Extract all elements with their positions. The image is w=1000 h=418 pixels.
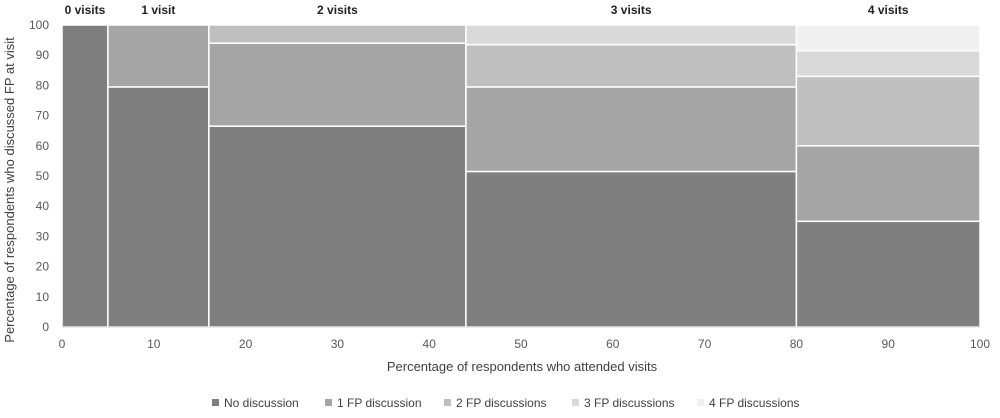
y-tick-label: 30 — [36, 229, 50, 243]
group-label: 2 visits — [317, 3, 358, 17]
y-tick-label: 70 — [36, 109, 50, 123]
mosaic-cell-3-2 — [465, 43, 798, 88]
x-tick-label: 100 — [970, 337, 990, 351]
x-axis: 0 10 20 30 40 50 60 70 80 90 100 — [59, 326, 990, 351]
mosaic-cell-4-2 — [795, 75, 981, 147]
y-axis-title: Percentage of respondents who discussed … — [2, 37, 17, 343]
mosaic-cell-1-1 — [107, 24, 210, 88]
legend-swatch — [444, 399, 451, 406]
y-tick-label: 40 — [36, 199, 50, 213]
mosaic-cell-3-3 — [465, 24, 798, 46]
plot-area — [61, 24, 981, 328]
x-tick-label: 70 — [698, 337, 712, 351]
y-tick-label: 10 — [36, 290, 50, 304]
x-tick-label: 30 — [331, 337, 345, 351]
legend-label: No discussion — [224, 396, 299, 410]
mosaic-cell-4-4 — [795, 24, 981, 52]
y-tick-label: 90 — [36, 48, 50, 62]
group-label: 0 visits — [65, 3, 106, 17]
mosaic-cell-1-0 — [107, 86, 210, 328]
legend-swatch — [697, 399, 704, 406]
legend-label: 4 FP discussions — [709, 396, 800, 410]
y-tick-label: 100 — [29, 18, 49, 32]
y-axis: 0 10 20 30 40 50 60 70 80 90 100 — [29, 18, 49, 334]
mosaic-cell-3-1 — [465, 86, 798, 173]
mosaic-cell-2-0 — [208, 125, 467, 328]
legend-swatch — [212, 399, 219, 406]
group-labels: 0 visits 1 visit 2 visits 3 visits 4 visits — [65, 3, 909, 17]
y-tick-label: 20 — [36, 260, 50, 274]
legend-swatch — [572, 399, 579, 406]
legend-swatch — [325, 399, 332, 406]
x-tick-label: 80 — [790, 337, 804, 351]
mosaic-cell-3-0 — [465, 170, 798, 328]
y-tick-label: 0 — [42, 320, 49, 334]
mosaic-cell-4-0 — [795, 220, 981, 328]
group-label: 3 visits — [611, 3, 652, 17]
x-tick-label: 0 — [59, 337, 66, 351]
y-tick-label: 80 — [36, 78, 50, 92]
x-tick-label: 10 — [147, 337, 161, 351]
mosaic-cell-4-3 — [795, 49, 981, 78]
mosaic-cell-2-1 — [208, 42, 467, 127]
legend-label: 2 FP discussions — [456, 396, 547, 410]
group-label: 4 visits — [868, 3, 909, 17]
legend-label: 3 FP discussions — [584, 396, 675, 410]
mosaic-cell-4-1 — [795, 145, 981, 223]
x-tick-label: 20 — [239, 337, 253, 351]
x-tick-label: 50 — [514, 337, 528, 351]
legend-label: 1 FP discussion — [337, 396, 422, 410]
group-label: 1 visit — [141, 3, 175, 17]
y-tick-label: 50 — [36, 169, 50, 183]
x-tick-label: 60 — [606, 337, 620, 351]
mosaic-cell-2-2 — [208, 24, 467, 44]
x-axis-title: Percentage of respondents who attended v… — [387, 359, 658, 374]
x-tick-label: 90 — [882, 337, 896, 351]
legend: No discussion 1 FP discussion 2 FP discuss… — [212, 396, 800, 410]
x-tick-label: 40 — [423, 337, 437, 351]
y-tick-label: 60 — [36, 139, 50, 153]
mosaic-cell-0-0 — [61, 24, 109, 328]
